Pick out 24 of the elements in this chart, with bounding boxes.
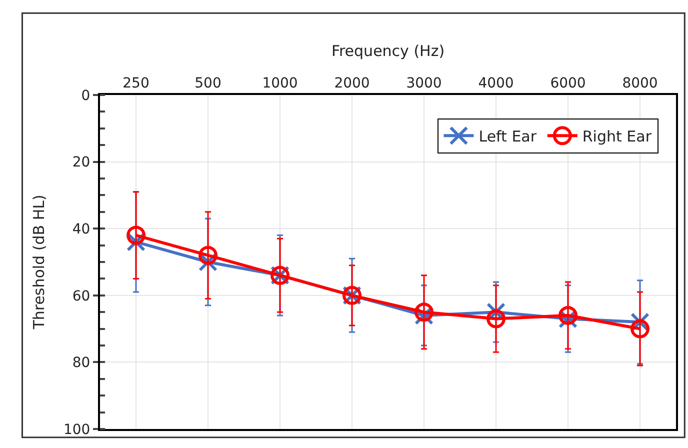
point [414,302,434,322]
x-tick-label: 3000 [406,75,442,92]
x-tick-label: 6000 [550,75,586,92]
y-tick-label: 20 [72,154,90,171]
y-tick-label: 60 [72,288,90,304]
y-tick-label: 80 [72,355,90,372]
x-tick-label: 1000 [262,75,298,92]
legend-label: Left Ear [478,127,538,146]
x-tick-label: 2000 [334,75,370,92]
y-tick-label: 0 [81,88,90,104]
point [198,246,218,265]
point [126,226,146,245]
y-tick-label: 100 [63,422,90,438]
x-axis-title: Frequency (Hz) [331,42,445,60]
y-tick-label: 40 [72,222,90,238]
legend-label: Right Ear [582,127,652,146]
x-tick-label: 500 [194,75,222,92]
point [558,306,578,325]
y-axis-title: Threshold (dB HL) [30,194,48,330]
point [486,309,506,328]
x-tick-label: 250 [122,75,150,92]
x-tick-label: 4000 [478,75,514,92]
point [630,319,650,338]
x-tick-label: 8000 [622,75,658,92]
